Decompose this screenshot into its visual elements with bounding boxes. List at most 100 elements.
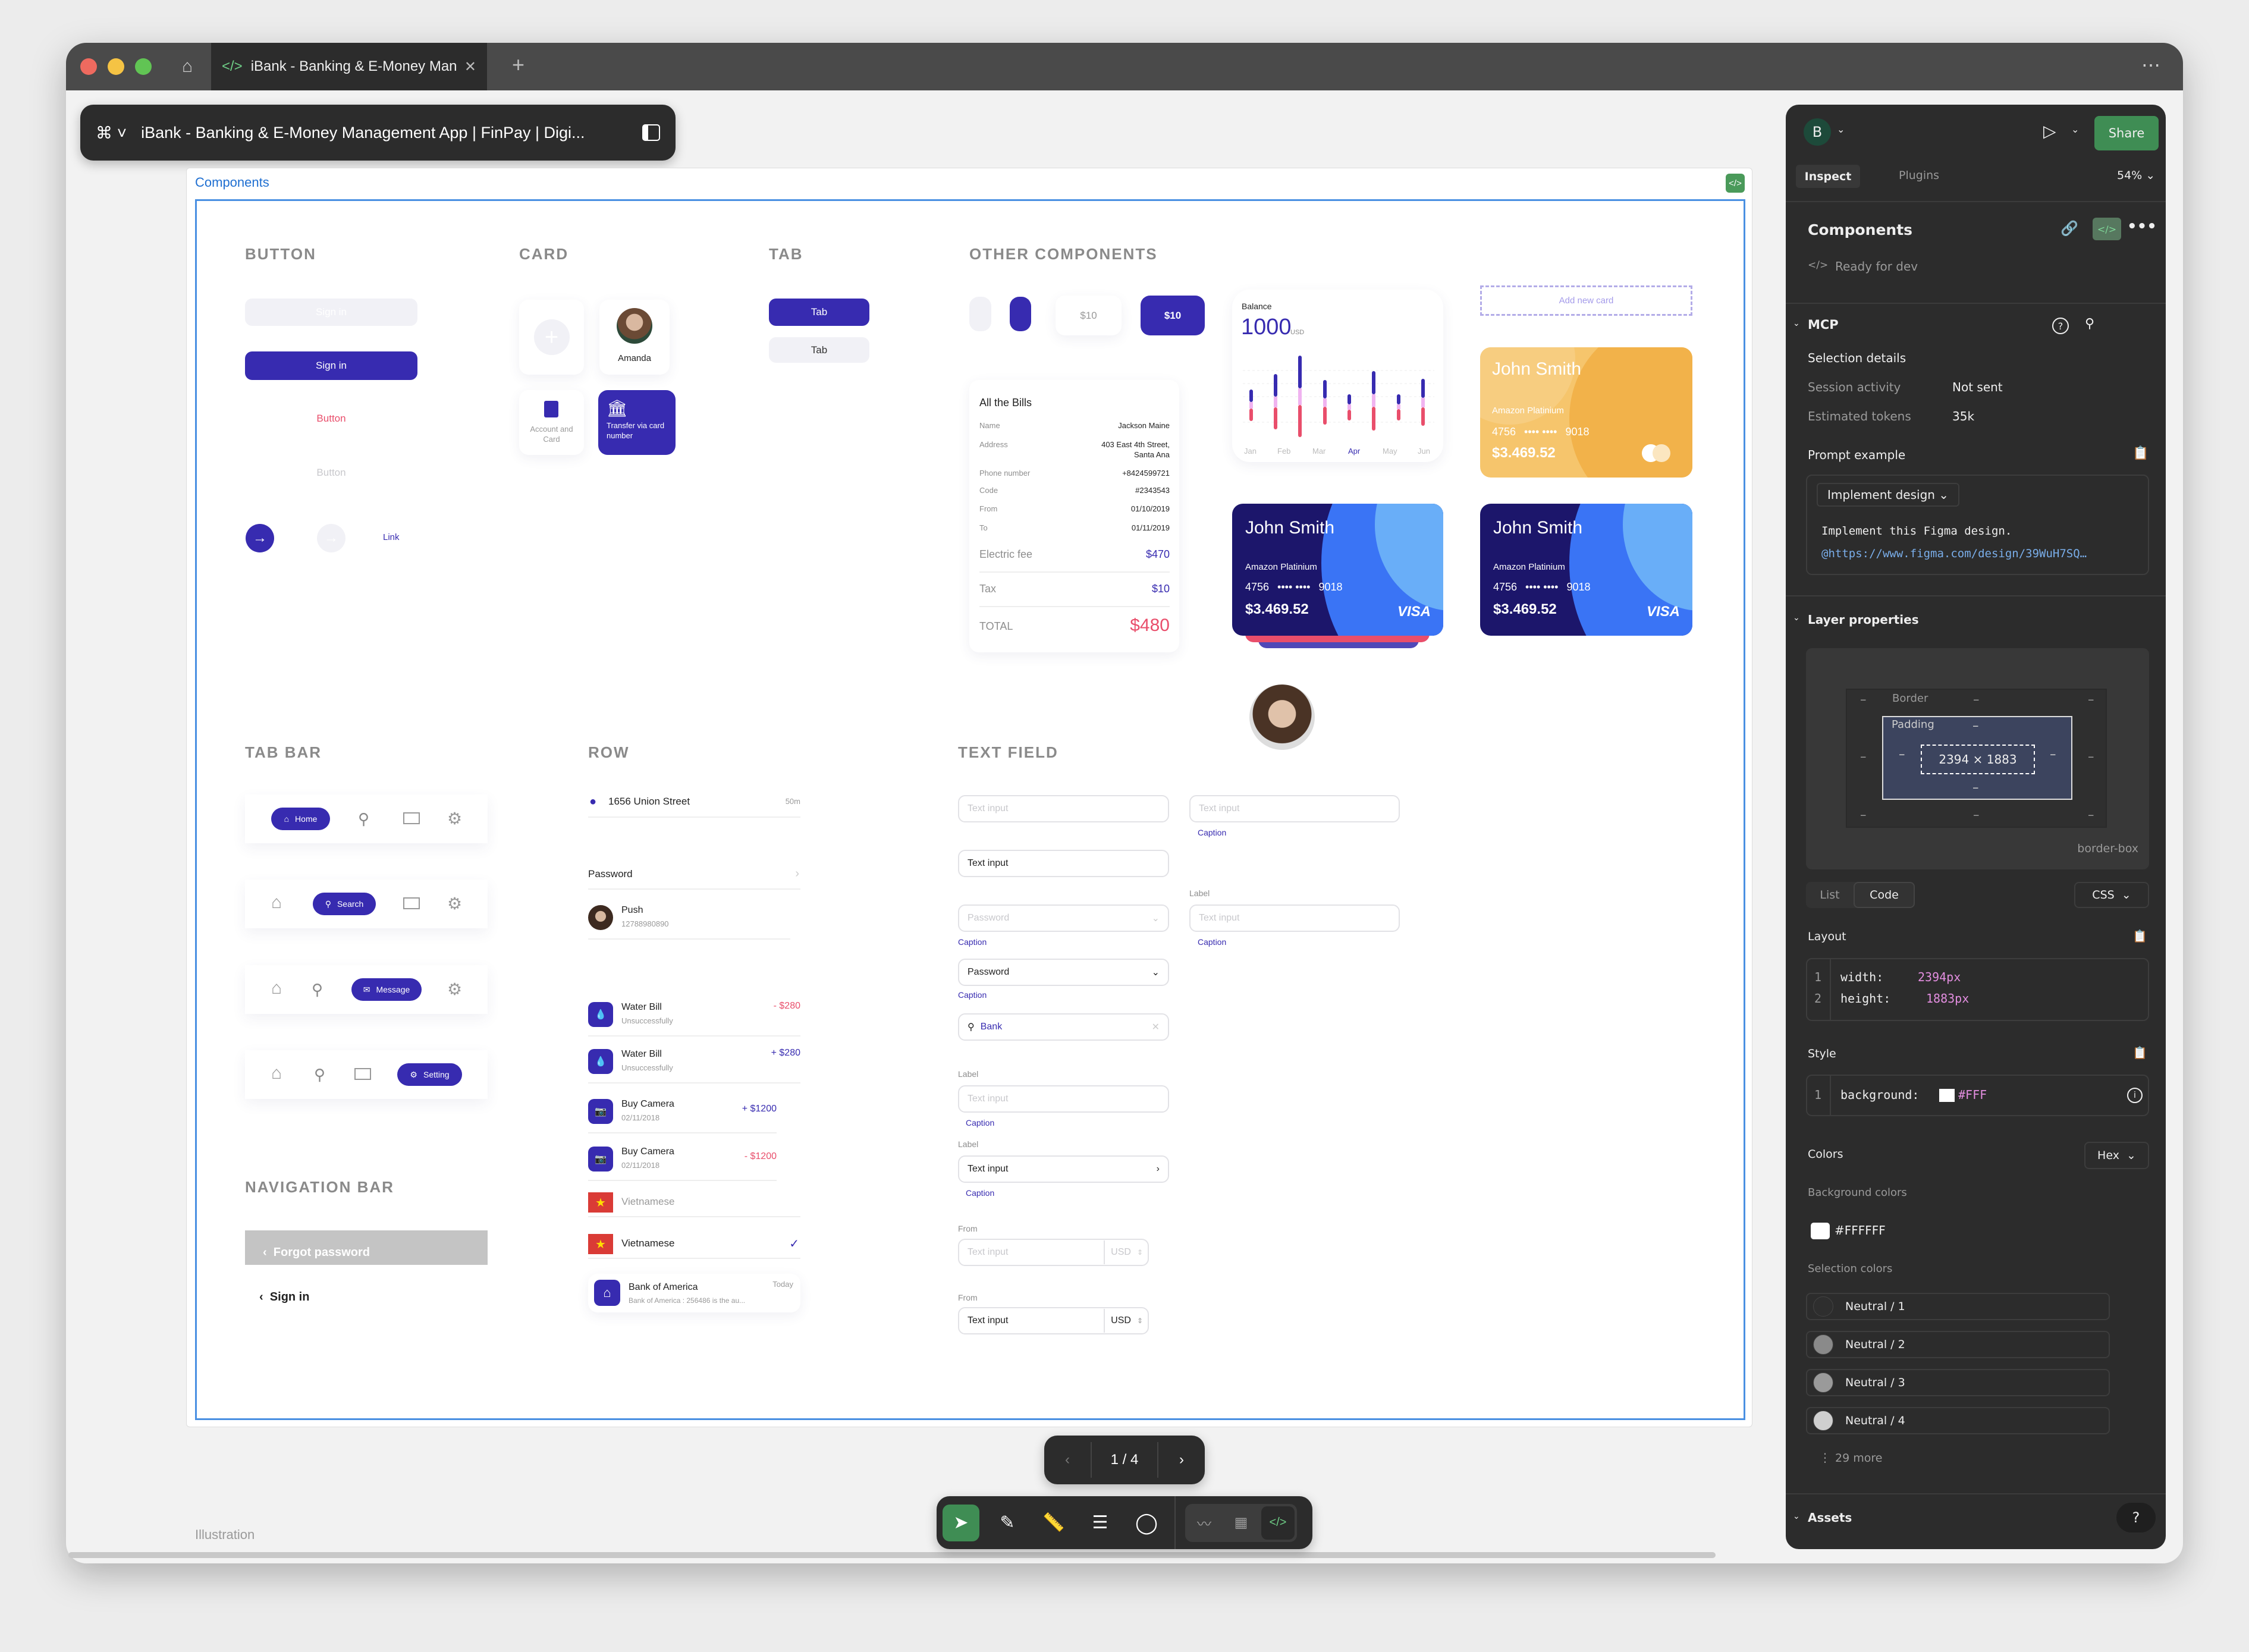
amount-chip[interactable]: $10	[1056, 296, 1122, 335]
bank-card-yellow[interactable]: John Smith Amazon Platinium 4756 •••• •••…	[1480, 347, 1692, 478]
tab-bar-item-home[interactable]: ⌂ Home	[271, 808, 330, 830]
search-icon[interactable]: ⚲	[358, 810, 370, 828]
password-row[interactable]: Password ›	[588, 867, 800, 890]
notification-card[interactable]: ⌂ Bank of America Today Bank of America …	[588, 1274, 800, 1312]
copy-icon[interactable]: 📋	[2132, 929, 2147, 943]
prompt-mode-dropdown[interactable]: Implement design ⌄	[1817, 483, 1960, 507]
clear-icon[interactable]: ✕	[1151, 1022, 1160, 1032]
sign-in-button-disabled[interactable]: Sign in	[245, 299, 417, 326]
prompt-link[interactable]: @https://www.figma.com/design/39WuH7SQ…	[1821, 547, 2087, 560]
password-select-empty[interactable]: Password ⌄	[958, 904, 1169, 932]
chevron-down-icon[interactable]: ⌄	[1837, 124, 1845, 135]
indicator-active[interactable]	[1010, 297, 1031, 331]
dev-mode-icon[interactable]: </>	[1261, 1506, 1295, 1540]
more-options-icon[interactable]: •••	[2127, 218, 2157, 235]
tab-active[interactable]: Tab	[769, 299, 869, 326]
home-icon[interactable]: ⌂	[271, 1063, 282, 1083]
currency-input[interactable]: Text input USD ⇕	[958, 1307, 1149, 1334]
horizontal-scrollbar[interactable]	[68, 1552, 1716, 1558]
sidebar-toggle-icon[interactable]	[642, 124, 660, 141]
next-page-button[interactable]: ›	[1157, 1442, 1205, 1478]
settings-sliders-icon[interactable]: ⚲	[2085, 316, 2095, 331]
indicator-inactive[interactable]	[969, 297, 991, 331]
chevron-down-icon[interactable]: ⌄	[1793, 613, 1800, 623]
browser-tab[interactable]: </> iBank - Banking & E-Money Mana ✕	[211, 43, 487, 90]
comment-tool-icon[interactable]: ◯	[1135, 1511, 1158, 1534]
location-row[interactable]: ● 1656 Union Street 50m	[588, 795, 800, 818]
tab-bar-item-search[interactable]: ⚲ Search	[313, 893, 376, 915]
contact-row[interactable]: Push 12788980890	[588, 904, 790, 940]
text-input-labeled[interactable]: Text input	[1189, 904, 1400, 932]
amount-chip-selected[interactable]: $10	[1141, 296, 1205, 335]
ruler-tool-icon[interactable]: 📏	[1042, 1513, 1065, 1532]
illustration-frame-label[interactable]: Illustration	[195, 1527, 255, 1542]
transaction-row[interactable]: 📷 Buy Camera 02/11/2018 - $1200	[588, 1145, 777, 1181]
user-avatar[interactable]: B	[1804, 118, 1831, 146]
back-icon[interactable]: ‹	[259, 1290, 263, 1304]
transaction-row[interactable]: 💧 Water Bill Unsuccessfully - $280	[588, 1001, 800, 1037]
assets-section-title[interactable]: Assets	[1808, 1510, 1852, 1525]
text-input-empty[interactable]: Text input	[958, 795, 1169, 822]
previous-page-button[interactable]: ‹	[1044, 1442, 1092, 1478]
gear-icon[interactable]: ⚙	[447, 809, 463, 828]
view-code-tab[interactable]: Code	[1854, 882, 1915, 908]
style-code-block[interactable]: 1 background: #FFF i	[1806, 1075, 2149, 1116]
text-input-labeled[interactable]: Text input	[958, 1085, 1169, 1113]
text-button-red[interactable]: Button	[316, 413, 346, 424]
search-icon[interactable]: ⚲	[312, 981, 323, 998]
text-input-navigable[interactable]: Text input ›	[958, 1155, 1169, 1183]
copy-icon[interactable]: 📋	[2132, 446, 2149, 461]
link-icon[interactable]: 🔗	[2060, 220, 2078, 237]
frame-label[interactable]: Components	[195, 175, 269, 190]
text-input-filled[interactable]: Text input	[958, 850, 1169, 877]
currency-select[interactable]: USD	[1104, 1240, 1137, 1264]
tab-inactive[interactable]: Tab	[769, 337, 869, 363]
draw-mode-icon[interactable]: 〰	[1197, 1516, 1211, 1532]
language-row-selected[interactable]: ★ Vietnamese ✓	[588, 1233, 800, 1259]
language-row[interactable]: ★ Vietnamese	[588, 1191, 800, 1217]
search-input[interactable]: ⚲ Bank ✕	[958, 1013, 1169, 1041]
back-icon[interactable]: ‹	[263, 1246, 267, 1259]
layout-code-block[interactable]: 1 width: 2394px 2 height: 1883px	[1806, 958, 2149, 1021]
add-new-card-button[interactable]: Add new card	[1480, 285, 1692, 316]
mail-icon[interactable]	[354, 1068, 371, 1080]
arrow-right-button-disabled[interactable]: →	[317, 524, 345, 552]
code-icon[interactable]: </>	[2093, 218, 2121, 240]
currency-input-empty[interactable]: Text input USD ⇕	[958, 1239, 1149, 1266]
selection-color-row[interactable]: Neutral / 4	[1806, 1407, 2110, 1434]
new-tab-button[interactable]: +	[512, 52, 525, 77]
browser-menu-button[interactable]: ⋯	[2141, 54, 2160, 76]
help-button[interactable]: ?	[2116, 1503, 2156, 1532]
dev-mode-badge-icon[interactable]: </>	[1726, 174, 1745, 193]
maximize-window-button[interactable]	[135, 58, 152, 75]
background-color-value[interactable]: #FFFFFF	[1835, 1223, 1886, 1238]
password-select[interactable]: Password ⌄	[958, 959, 1169, 986]
gear-icon[interactable]: ⚙	[447, 894, 463, 913]
search-icon[interactable]: ⚲	[314, 1066, 326, 1083]
selection-color-row[interactable]: Neutral / 3	[1806, 1369, 2110, 1396]
design-mode-icon[interactable]: ▦	[1234, 1515, 1248, 1531]
transaction-row[interactable]: 💧 Water Bill Unsuccessfully + $280	[588, 1048, 800, 1083]
home-icon[interactable]: ⌂	[271, 978, 282, 998]
transfer-card-tile[interactable]: 🏛 Transfer via card number	[598, 390, 676, 455]
stepper-icon[interactable]: ⇕	[1136, 1248, 1143, 1257]
info-icon[interactable]: i	[2127, 1088, 2143, 1103]
add-card-tile[interactable]: +	[519, 300, 584, 375]
month-label-active[interactable]: Apr	[1348, 447, 1361, 456]
layer-properties-title[interactable]: Layer properties	[1808, 613, 1919, 627]
close-window-button[interactable]	[80, 58, 97, 75]
file-title[interactable]: iBank - Banking & E-Money Management App…	[141, 123, 585, 142]
account-card-tile[interactable]: Account and Card	[519, 390, 584, 455]
tab-bar-item-setting[interactable]: ⚙ Setting	[397, 1063, 462, 1086]
selection-color-row[interactable]: Neutral / 2	[1806, 1331, 2110, 1358]
color-format-dropdown[interactable]: Hex ⌄	[2084, 1142, 2149, 1169]
figma-menu-icon[interactable]: ⌘ ˅	[96, 123, 127, 142]
home-icon[interactable]: ⌂	[181, 56, 193, 76]
tab-inspect[interactable]: Inspect	[1796, 165, 1860, 188]
move-tool-icon[interactable]: ➤	[943, 1504, 979, 1541]
copy-icon[interactable]: 📋	[2132, 1045, 2147, 1060]
stepper-icon[interactable]: ⇕	[1136, 1317, 1143, 1325]
arrow-right-button[interactable]: →	[246, 524, 274, 552]
view-list-tab[interactable]: List	[1820, 888, 1840, 902]
language-dropdown[interactable]: CSS ⌄	[2074, 882, 2149, 908]
